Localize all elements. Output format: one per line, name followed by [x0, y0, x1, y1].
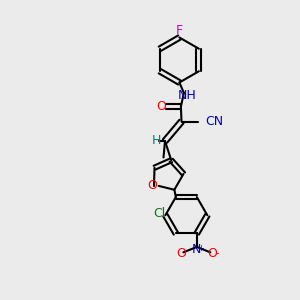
Text: N: N — [192, 243, 202, 256]
Text: O: O — [157, 100, 166, 113]
Text: O: O — [147, 179, 157, 192]
Text: O: O — [176, 247, 186, 260]
Text: +: + — [197, 244, 204, 253]
Text: -: - — [215, 248, 219, 258]
Text: NH: NH — [178, 89, 196, 103]
Text: Cl: Cl — [153, 207, 166, 220]
Text: H: H — [151, 134, 161, 148]
Text: O: O — [207, 247, 217, 260]
Text: F: F — [176, 23, 183, 37]
Text: CN: CN — [206, 115, 224, 128]
